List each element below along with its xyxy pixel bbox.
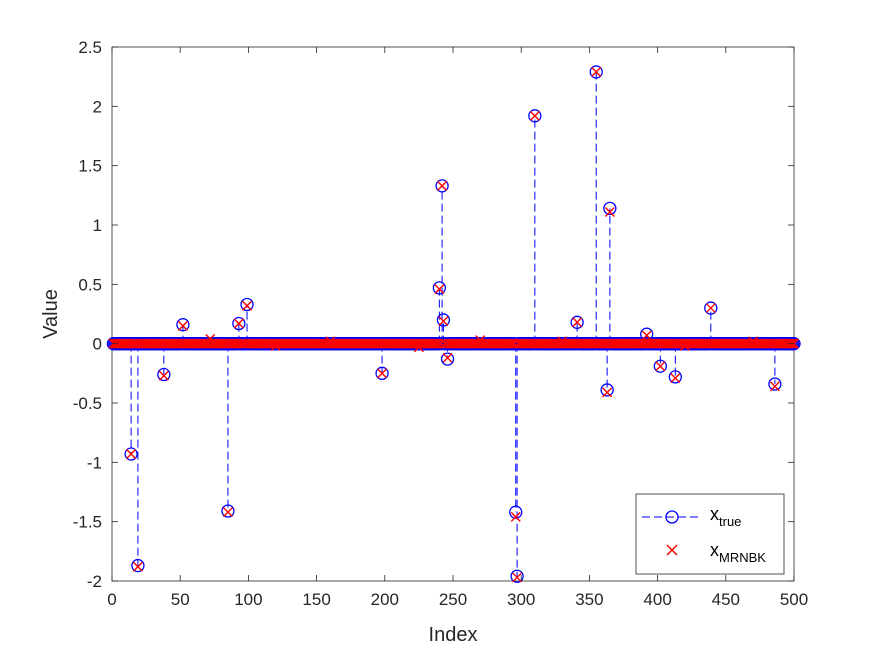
recovered-marker bbox=[158, 370, 169, 381]
y-tick-label: 1 bbox=[93, 216, 102, 235]
y-tick-label: 0 bbox=[93, 335, 102, 354]
true-marker bbox=[653, 359, 667, 373]
x-tick-label: 250 bbox=[439, 590, 467, 609]
x-tick-label: 50 bbox=[171, 590, 190, 609]
y-axis-label: Value bbox=[40, 289, 62, 339]
true-marker bbox=[432, 281, 447, 295]
recovered-marker bbox=[572, 317, 583, 328]
recovered-marker bbox=[177, 320, 188, 331]
legend-rec-main: x bbox=[710, 540, 719, 560]
true-marker bbox=[589, 65, 603, 79]
plot-area bbox=[111, 46, 795, 582]
true-marker bbox=[528, 109, 542, 123]
recovered-marker bbox=[512, 572, 523, 583]
legend-true-sub: true bbox=[719, 514, 741, 529]
y-tick-label: 2 bbox=[93, 97, 102, 116]
recovered-marker bbox=[602, 387, 613, 398]
recovered-marker bbox=[377, 368, 388, 379]
legend-true-main: x bbox=[710, 504, 719, 524]
x-tick-label: 100 bbox=[234, 590, 262, 609]
x-axis-label: Index bbox=[429, 624, 478, 646]
true-marker bbox=[221, 504, 235, 518]
x-tick-label: 450 bbox=[712, 590, 740, 609]
legend-label-recovered: xMRNBK bbox=[710, 540, 766, 565]
true-marker bbox=[510, 569, 524, 583]
true-marker bbox=[375, 366, 389, 380]
recovered-marker bbox=[529, 110, 540, 121]
recovered-marker bbox=[505, 338, 516, 349]
true-marker bbox=[435, 179, 449, 193]
true-marker bbox=[704, 301, 718, 315]
recovered-marker bbox=[655, 361, 666, 372]
y-tick-label: -2 bbox=[87, 572, 102, 591]
recovered-marker bbox=[438, 316, 449, 327]
true-marker bbox=[157, 367, 171, 382]
recovered-marker bbox=[132, 561, 143, 572]
true-marker bbox=[768, 377, 782, 391]
legend-rec-sub: MRNBK bbox=[719, 550, 766, 565]
x-tick-label: 0 bbox=[107, 590, 116, 609]
recovered-marker bbox=[705, 303, 716, 314]
legend-box bbox=[635, 493, 785, 575]
x-tick-label: 400 bbox=[643, 590, 671, 609]
x-tick-label: 500 bbox=[780, 590, 808, 609]
recovered-marker bbox=[233, 318, 244, 329]
true-marker bbox=[509, 505, 523, 519]
recovered-marker bbox=[126, 449, 137, 460]
recovered-marker bbox=[769, 381, 780, 392]
y-tick-label: 0.5 bbox=[78, 275, 102, 294]
true-marker bbox=[570, 315, 584, 329]
y-tick-label: 1.5 bbox=[78, 157, 102, 176]
true-marker bbox=[603, 201, 617, 216]
true-marker bbox=[232, 316, 246, 331]
legend-circle-icon bbox=[665, 510, 679, 524]
true-marker bbox=[668, 370, 682, 384]
x-tick-label: 200 bbox=[371, 590, 399, 609]
recovered-marker bbox=[431, 338, 442, 349]
x-tick-label: 300 bbox=[507, 590, 535, 609]
y-tick-label: -1 bbox=[87, 453, 102, 472]
recovered-marker bbox=[434, 284, 445, 295]
y-tick-label: -1.5 bbox=[73, 513, 102, 532]
recovered-marker bbox=[641, 330, 652, 341]
recovered-marker bbox=[670, 373, 681, 384]
recovered-marker bbox=[222, 507, 233, 518]
legend-label-true: xtrue bbox=[710, 504, 741, 529]
true-marker bbox=[131, 558, 145, 573]
true-marker bbox=[124, 447, 138, 461]
recovered-marker bbox=[437, 180, 448, 191]
recovered-marker bbox=[591, 66, 602, 77]
y-tick-label: 2.5 bbox=[78, 38, 102, 57]
x-tick-label: 150 bbox=[302, 590, 330, 609]
recovered-marker bbox=[604, 206, 615, 217]
true-marker bbox=[436, 313, 451, 327]
axes: 0 50 100 150 200 250 300 350 400 450 500 -2 -1.5 -1 -0… bbox=[73, 38, 808, 609]
recovered-marker bbox=[442, 352, 453, 363]
recovered-markers bbox=[108, 66, 799, 583]
true-marker bbox=[176, 318, 190, 332]
legend: xtrue xMRNBK bbox=[635, 493, 785, 575]
recovered-marker bbox=[510, 511, 521, 522]
x-tick-label: 350 bbox=[575, 590, 603, 609]
true-marker bbox=[440, 352, 455, 366]
y-tick-label: -0.5 bbox=[73, 394, 102, 413]
recovered-marker bbox=[242, 300, 253, 311]
true-marker bbox=[600, 383, 614, 397]
legend-cross-icon bbox=[666, 544, 678, 556]
true-marker bbox=[240, 297, 254, 312]
